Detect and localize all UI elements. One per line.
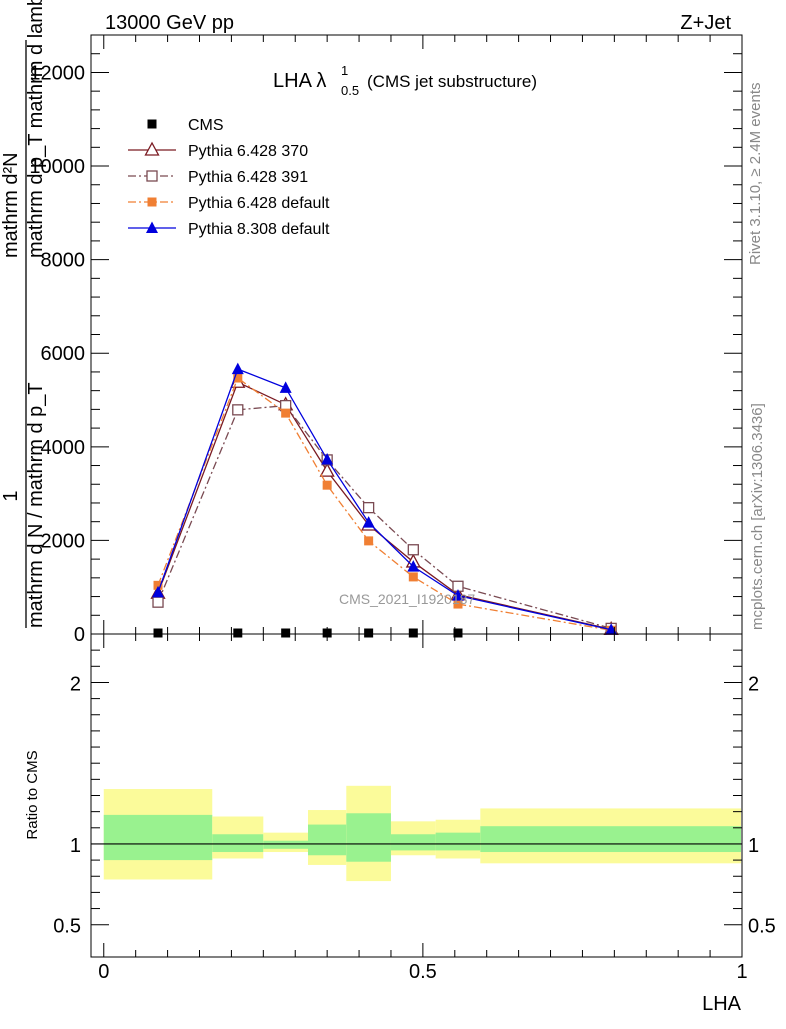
legend-marker: [146, 221, 158, 233]
ratio-tick-label: 1: [70, 835, 81, 857]
title-superscript: 1: [341, 63, 348, 78]
legend-entry: Pythia 6.428 default: [128, 195, 330, 212]
legend-entry: CMS: [147, 117, 224, 134]
inner-uncertainty-band: [308, 824, 347, 856]
data-point: [451, 589, 464, 601]
y-tick-label: 10000: [29, 156, 85, 178]
ylabel-denominator: mathrm d p_T mathrm d lambda: [25, 0, 47, 258]
inner-uncertainty-band: [212, 834, 264, 853]
data-point: [453, 599, 463, 609]
ratio-bands: [91, 785, 742, 882]
data-point: [407, 560, 420, 572]
legend: CMS Pythia 6.428 370 Pythia 6.428 391 Pythi…: [128, 117, 330, 238]
legend-entry: Pythia 8.308 default: [128, 221, 330, 238]
x-axis-label: LHA: [702, 993, 742, 1015]
analysis-watermark: CMS_2021_I1920187: [339, 591, 475, 607]
data-point: [153, 628, 163, 638]
ratio-tick-label: 0.5: [53, 916, 81, 938]
y-tick-label: 2000: [41, 530, 86, 552]
ylabel-one: 1: [0, 490, 22, 501]
ratio-axes: 0.5 0.5 1 1 2 2 0 0.5 1: [53, 634, 776, 983]
data-point: [233, 373, 243, 383]
y-tick-label: 6000: [41, 343, 86, 365]
legend-entry: Pythia 6.428 391: [128, 169, 308, 186]
ratio-ylabel: Ratio to CMS: [24, 750, 41, 839]
inner-uncertainty-band: [390, 834, 436, 851]
legend-label: Pythia 6.428 default: [188, 195, 330, 212]
legend-marker: [144, 141, 160, 156]
mcplots-label: mcplots.cern.ch [arXiv:1306.3436]: [749, 403, 766, 630]
energy-label: 13000 GeV pp: [105, 12, 234, 34]
series-pythia-8-308-default: [152, 362, 618, 635]
ratio-tick-label-right: 1: [748, 835, 759, 857]
inner-uncertainty-band: [346, 813, 391, 862]
data-point: [364, 628, 374, 638]
main-axes: 0 2000 4000 6000 8000 10000 12000: [29, 34, 743, 646]
ratio-tick-label-right: 2: [748, 673, 759, 695]
legend-label: CMS: [188, 117, 224, 134]
legend-marker: [146, 170, 158, 182]
title-subtitle: (CMS jet substructure): [367, 72, 537, 91]
data-point: [321, 452, 334, 465]
y-tick-label: 0: [74, 624, 85, 646]
series-layer: [150, 362, 619, 638]
series-line: [157, 376, 612, 631]
data-point: [408, 572, 418, 582]
data-point: [453, 628, 463, 638]
ratio-tick-label: 2: [70, 673, 81, 695]
ratio-tick-label-right: 0.5: [748, 916, 776, 938]
y-tick-label: 8000: [41, 250, 86, 272]
legend-marker: [147, 119, 157, 129]
data-point: [153, 580, 163, 590]
main-panel: 0 2000 4000 6000 8000 10000 12000 CMS_2021_I19…: [0, 0, 743, 646]
inner-uncertainty-band: [263, 840, 308, 849]
title-subscript: 0.5: [341, 83, 359, 98]
process-label: Z+Jet: [680, 12, 731, 34]
data-point: [407, 544, 419, 556]
legend-marker: [147, 197, 157, 207]
x-tick-label: 0.5: [409, 961, 437, 983]
ylabel-numerator: mathrm d²N: [0, 152, 22, 258]
series-line: [157, 368, 612, 631]
data-point: [362, 501, 375, 514]
data-point: [281, 628, 291, 638]
y-tick-label: 12000: [29, 62, 85, 84]
data-point: [281, 408, 291, 418]
series-line: [157, 404, 612, 630]
rivet-label: Rivet 3.1.10, ≥ 2.4M events: [747, 83, 764, 266]
data-point: [364, 536, 374, 546]
x-tick-label: 0: [98, 961, 109, 983]
data-point: [362, 516, 375, 528]
data-point: [152, 585, 165, 598]
data-point: [322, 480, 332, 490]
y-tick-label: 4000: [41, 437, 86, 459]
inner-uncertainty-band: [480, 826, 741, 853]
legend-label: Pythia 6.428 391: [188, 169, 308, 186]
title-main: LHA λ: [273, 70, 326, 92]
y-axis-label: 1 mathrm d N / mathrm d p_T mathrm d²N m…: [0, 0, 47, 628]
data-point: [233, 628, 243, 638]
data-point: [408, 628, 418, 638]
ratio-frame: [90, 633, 743, 958]
inner-uncertainty-band: [435, 832, 481, 851]
series-line: [157, 381, 612, 630]
x-tick-label: 1: [736, 961, 747, 983]
legend-entry: Pythia 6.428 370: [128, 141, 308, 160]
data-point: [231, 362, 244, 375]
ratio-panel: 0.5 0.5 1 1 2 2 0 0.5 1 Ratio to CMS LHA: [24, 633, 776, 1015]
data-point: [232, 404, 244, 416]
ylabel-prefix-den: mathrm d N / mathrm d p_T: [25, 382, 47, 628]
data-point: [279, 381, 292, 393]
chart-title: LHA λ 1 0.5 (CMS jet substructure): [273, 63, 537, 98]
legend-label: Pythia 6.428 370: [188, 143, 308, 160]
data-point: [152, 596, 164, 608]
legend-label: Pythia 8.308 default: [188, 221, 330, 238]
data-point: [319, 462, 335, 477]
inner-uncertainty-band: [103, 814, 213, 861]
